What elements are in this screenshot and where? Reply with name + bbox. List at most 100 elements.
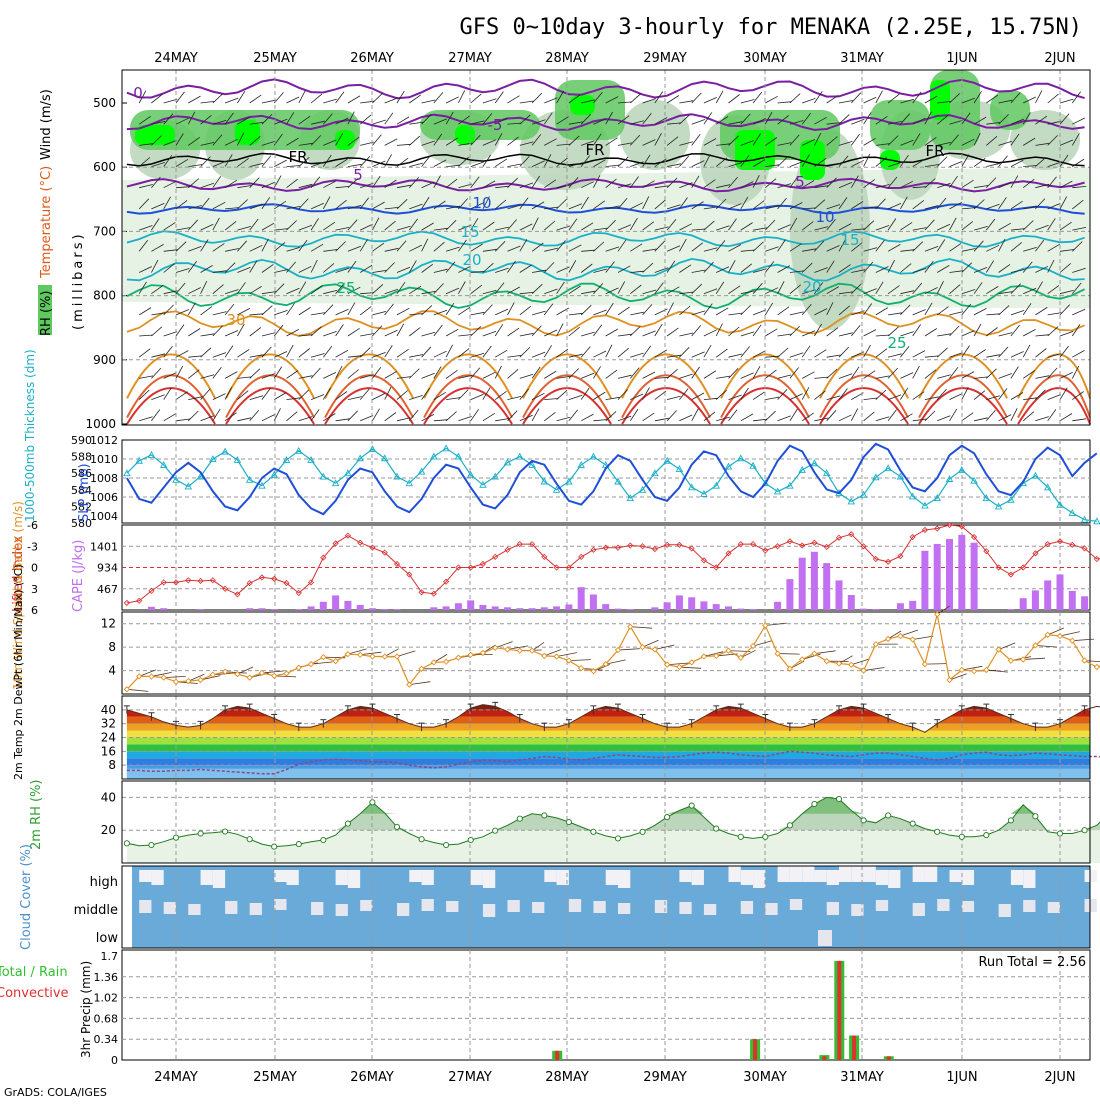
cloud-cell-middle [1023, 900, 1035, 912]
cape-bar [308, 606, 315, 610]
cloud-cell-high [679, 870, 691, 882]
cloud-tick-low: low [96, 931, 119, 946]
cloud-cell-middle [164, 902, 176, 914]
contour-label-5: 5 [353, 166, 363, 184]
thickness-tick-590: 590 [71, 434, 92, 447]
cloud-cell-high [753, 870, 765, 888]
precip-conv-bar [822, 1056, 826, 1060]
cape-bar [1032, 590, 1039, 610]
slp-tick-1006: 1006 [90, 491, 118, 504]
contour-label-repeat-4: 15 [840, 231, 859, 249]
rh-point [959, 834, 964, 839]
cloud-cell-high [692, 870, 704, 885]
cape-ylabel: CAPE (J/kg) [71, 540, 86, 612]
slp-tick-1010: 1010 [90, 453, 118, 466]
cloud-cell-high [422, 870, 434, 885]
precip-tick-0.34: 0.34 [94, 1033, 119, 1046]
cloud-cell-middle [913, 903, 925, 916]
cloud-cell-middle [397, 903, 409, 916]
precip-ylabel-b: Convective [0, 986, 69, 1001]
rh-tick-40: 40 [101, 790, 116, 804]
cape-bar [492, 606, 499, 610]
precip-conv-bar [555, 1051, 559, 1060]
cloud-cell-high [544, 870, 556, 882]
temp2m-ylabel: 2m Temp 2m DewPt (6hr Min/Max) (°C) [12, 564, 25, 780]
date-label-bottom-7: 31MAY [840, 1070, 884, 1085]
level-label-900: 900 [93, 353, 116, 367]
chart-title: GFS 0~10day 3-hourly for MENAKA (2.25E, … [459, 15, 1082, 40]
temp-band-3 [122, 751, 1090, 758]
cloud-cell-high [483, 870, 495, 888]
level-label-700: 700 [93, 224, 116, 238]
rh-point [763, 834, 768, 839]
cape-bar [909, 601, 916, 610]
cape-bar [529, 608, 536, 610]
precip-conv-bar [887, 1056, 891, 1060]
rh-point [738, 834, 743, 839]
cape-tick-934: 934 [97, 562, 118, 575]
cape-bar [479, 605, 486, 610]
rh-point [886, 813, 891, 818]
rh-point [984, 833, 989, 838]
temp-band-4 [122, 744, 1090, 751]
wind10-barb [778, 654, 800, 655]
rh-point [124, 841, 129, 846]
rh-point [173, 835, 178, 840]
rh-point [935, 829, 940, 834]
rh-blob-bright-2 [335, 130, 355, 150]
cape-bar [848, 595, 855, 610]
rh-point [198, 831, 203, 836]
cloud-cell-low [818, 930, 832, 946]
date-label-top-5: 29MAY [643, 51, 687, 66]
cloud-cell-high [274, 870, 286, 882]
level-label-600: 600 [93, 160, 116, 174]
cape-bar [934, 544, 941, 610]
cape-bar [295, 609, 302, 610]
cape-bar [602, 604, 609, 610]
cape-bar [344, 601, 351, 610]
rh-point [296, 842, 301, 847]
date-label-top-1: 25MAY [253, 51, 297, 66]
cloud-cell-middle [422, 899, 434, 911]
cape-bar [246, 608, 253, 610]
cape-bar [1057, 575, 1064, 611]
precip-tick-1.36: 1.36 [94, 971, 119, 984]
cloud-cell-high [741, 870, 753, 885]
rh-blob-bright-5 [735, 130, 775, 170]
cape-bar [160, 608, 167, 610]
rh-point [370, 800, 375, 805]
date-label-top-3: 27MAY [448, 51, 492, 66]
rh-point [149, 842, 154, 847]
cloud-cell-middle [593, 901, 605, 913]
precip-run-total: Run Total = 2.56 [978, 955, 1086, 970]
date-label-top-9: 2JUN [1044, 51, 1075, 66]
cape-bar [725, 606, 732, 610]
precip-conv-bar [852, 1036, 856, 1061]
cape-bar [897, 603, 904, 610]
cloud-cell-high [618, 870, 630, 888]
li-tick-3: 3 [31, 583, 38, 596]
slp-tick-1012: 1012 [90, 434, 118, 447]
cloud-cell-high [409, 870, 421, 882]
cloud-cell-high [839, 866, 851, 882]
cape-bar [455, 603, 462, 610]
cloud-cell-middle [483, 904, 495, 917]
rh-point [861, 818, 866, 823]
cape-bar [516, 608, 523, 610]
cloud-cell-middle [532, 902, 544, 913]
cloud-cell-high [925, 866, 937, 882]
wind10-tick-12: 12 [101, 617, 116, 631]
cape-tick-467: 467 [97, 583, 118, 596]
cape-bar [836, 580, 843, 610]
contour-label-repeat-0: FR [585, 141, 604, 159]
cloud-cell-middle [679, 902, 691, 914]
date-label-bottom-9: 2JUN [1044, 1070, 1075, 1085]
cloud-cell-middle [962, 901, 974, 912]
rh-point [910, 821, 915, 826]
contour-label-repeat-2: 5 [795, 173, 805, 191]
cape-bar [1044, 580, 1051, 610]
cloud-cell-middle [741, 901, 753, 914]
rh-point [493, 828, 498, 833]
wind10-tick-8: 8 [108, 640, 116, 654]
